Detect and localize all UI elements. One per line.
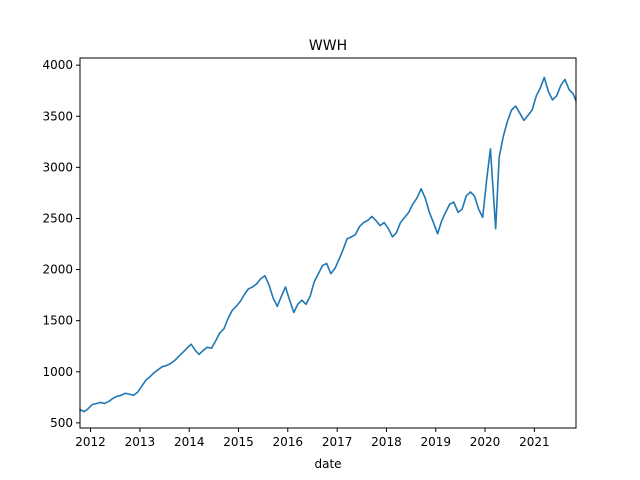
y-tick-label: 1000 [42, 365, 73, 379]
y-tick-label: 4000 [42, 58, 73, 72]
y-tick-label: 500 [50, 416, 73, 430]
x-tick-label: 2019 [420, 435, 451, 449]
x-tick-label: 2014 [174, 435, 205, 449]
plot-area [79, 76, 577, 413]
x-tick-label: 2017 [322, 435, 353, 449]
x-tick-label: 2013 [125, 435, 156, 449]
y-tick-label: 2500 [42, 211, 73, 225]
y-tick-label: 3000 [42, 160, 73, 174]
x-axis-label: date [314, 457, 341, 471]
x-tick-label: 2020 [470, 435, 501, 449]
chart-title: WWH [309, 38, 347, 54]
x-tick-label: 2016 [272, 435, 303, 449]
y-tick-label: 3500 [42, 109, 73, 123]
x-axis: 2012 2013 2014 2015 2016 2017 2018 2019 2020 2021 [75, 428, 550, 449]
y-axis: 500 1000 1500 2000 2500 3000 3500 4000 [42, 58, 80, 430]
axes-frame [79, 57, 577, 429]
x-tick-label: 2012 [75, 435, 106, 449]
y-tick-label: 2000 [42, 263, 73, 277]
y-tick-label: 1500 [42, 314, 73, 328]
x-tick-label: 2015 [223, 435, 254, 449]
x-tick-label: 2018 [371, 435, 402, 449]
x-tick-label: 2021 [519, 435, 550, 449]
series-line [79, 76, 577, 413]
